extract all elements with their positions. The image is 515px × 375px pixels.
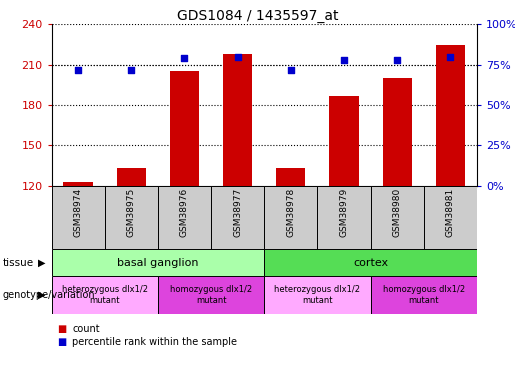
Point [127,66,135,72]
Text: GDS1084 / 1435597_at: GDS1084 / 1435597_at [177,9,338,23]
Bar [276,168,305,186]
Bar [52,186,105,249]
Text: homozygous dlx1/2
mutant: homozygous dlx1/2 mutant [170,285,252,305]
Bar [264,276,371,314]
Bar [158,186,211,249]
Text: percentile rank within the sample: percentile rank within the sample [72,337,237,347]
Text: GSM38979: GSM38979 [339,188,349,237]
Bar [170,71,199,186]
Text: GSM38981: GSM38981 [446,188,455,237]
Text: heterozygous dlx1/2
mutant: heterozygous dlx1/2 mutant [62,285,148,305]
Text: ■: ■ [57,324,66,334]
Bar [52,249,264,276]
Point [393,57,401,63]
Bar [211,186,264,249]
Text: homozygous dlx1/2
mutant: homozygous dlx1/2 mutant [383,285,465,305]
Point [287,66,295,72]
Bar [223,54,252,186]
Text: GSM38974: GSM38974 [74,188,82,237]
Text: GSM38980: GSM38980 [392,188,402,237]
Bar [371,186,424,249]
Text: ▶: ▶ [38,290,45,300]
Bar [436,45,465,186]
Text: ■: ■ [57,337,66,347]
Bar [63,182,93,186]
Point [74,66,82,72]
Text: heterozygous dlx1/2
mutant: heterozygous dlx1/2 mutant [274,285,360,305]
Point [446,54,454,60]
Bar [52,276,158,314]
Text: GSM38975: GSM38975 [127,188,136,237]
Bar [105,186,158,249]
Bar [116,168,146,186]
Text: cortex: cortex [353,258,388,268]
Bar [371,276,477,314]
Point [233,54,242,60]
Bar [158,276,264,314]
Text: count: count [72,324,100,334]
Text: GSM38976: GSM38976 [180,188,189,237]
Point [180,55,188,61]
Text: basal ganglion: basal ganglion [117,258,199,268]
Point [340,57,348,63]
Bar [424,186,477,249]
Text: ▶: ▶ [38,258,45,268]
Bar [329,96,358,186]
Bar [383,78,412,186]
Bar [317,186,371,249]
Bar [264,249,477,276]
Text: genotype/variation: genotype/variation [3,290,95,300]
Bar [264,186,317,249]
Text: GSM38978: GSM38978 [286,188,295,237]
Text: GSM38977: GSM38977 [233,188,242,237]
Text: tissue: tissue [3,258,33,268]
